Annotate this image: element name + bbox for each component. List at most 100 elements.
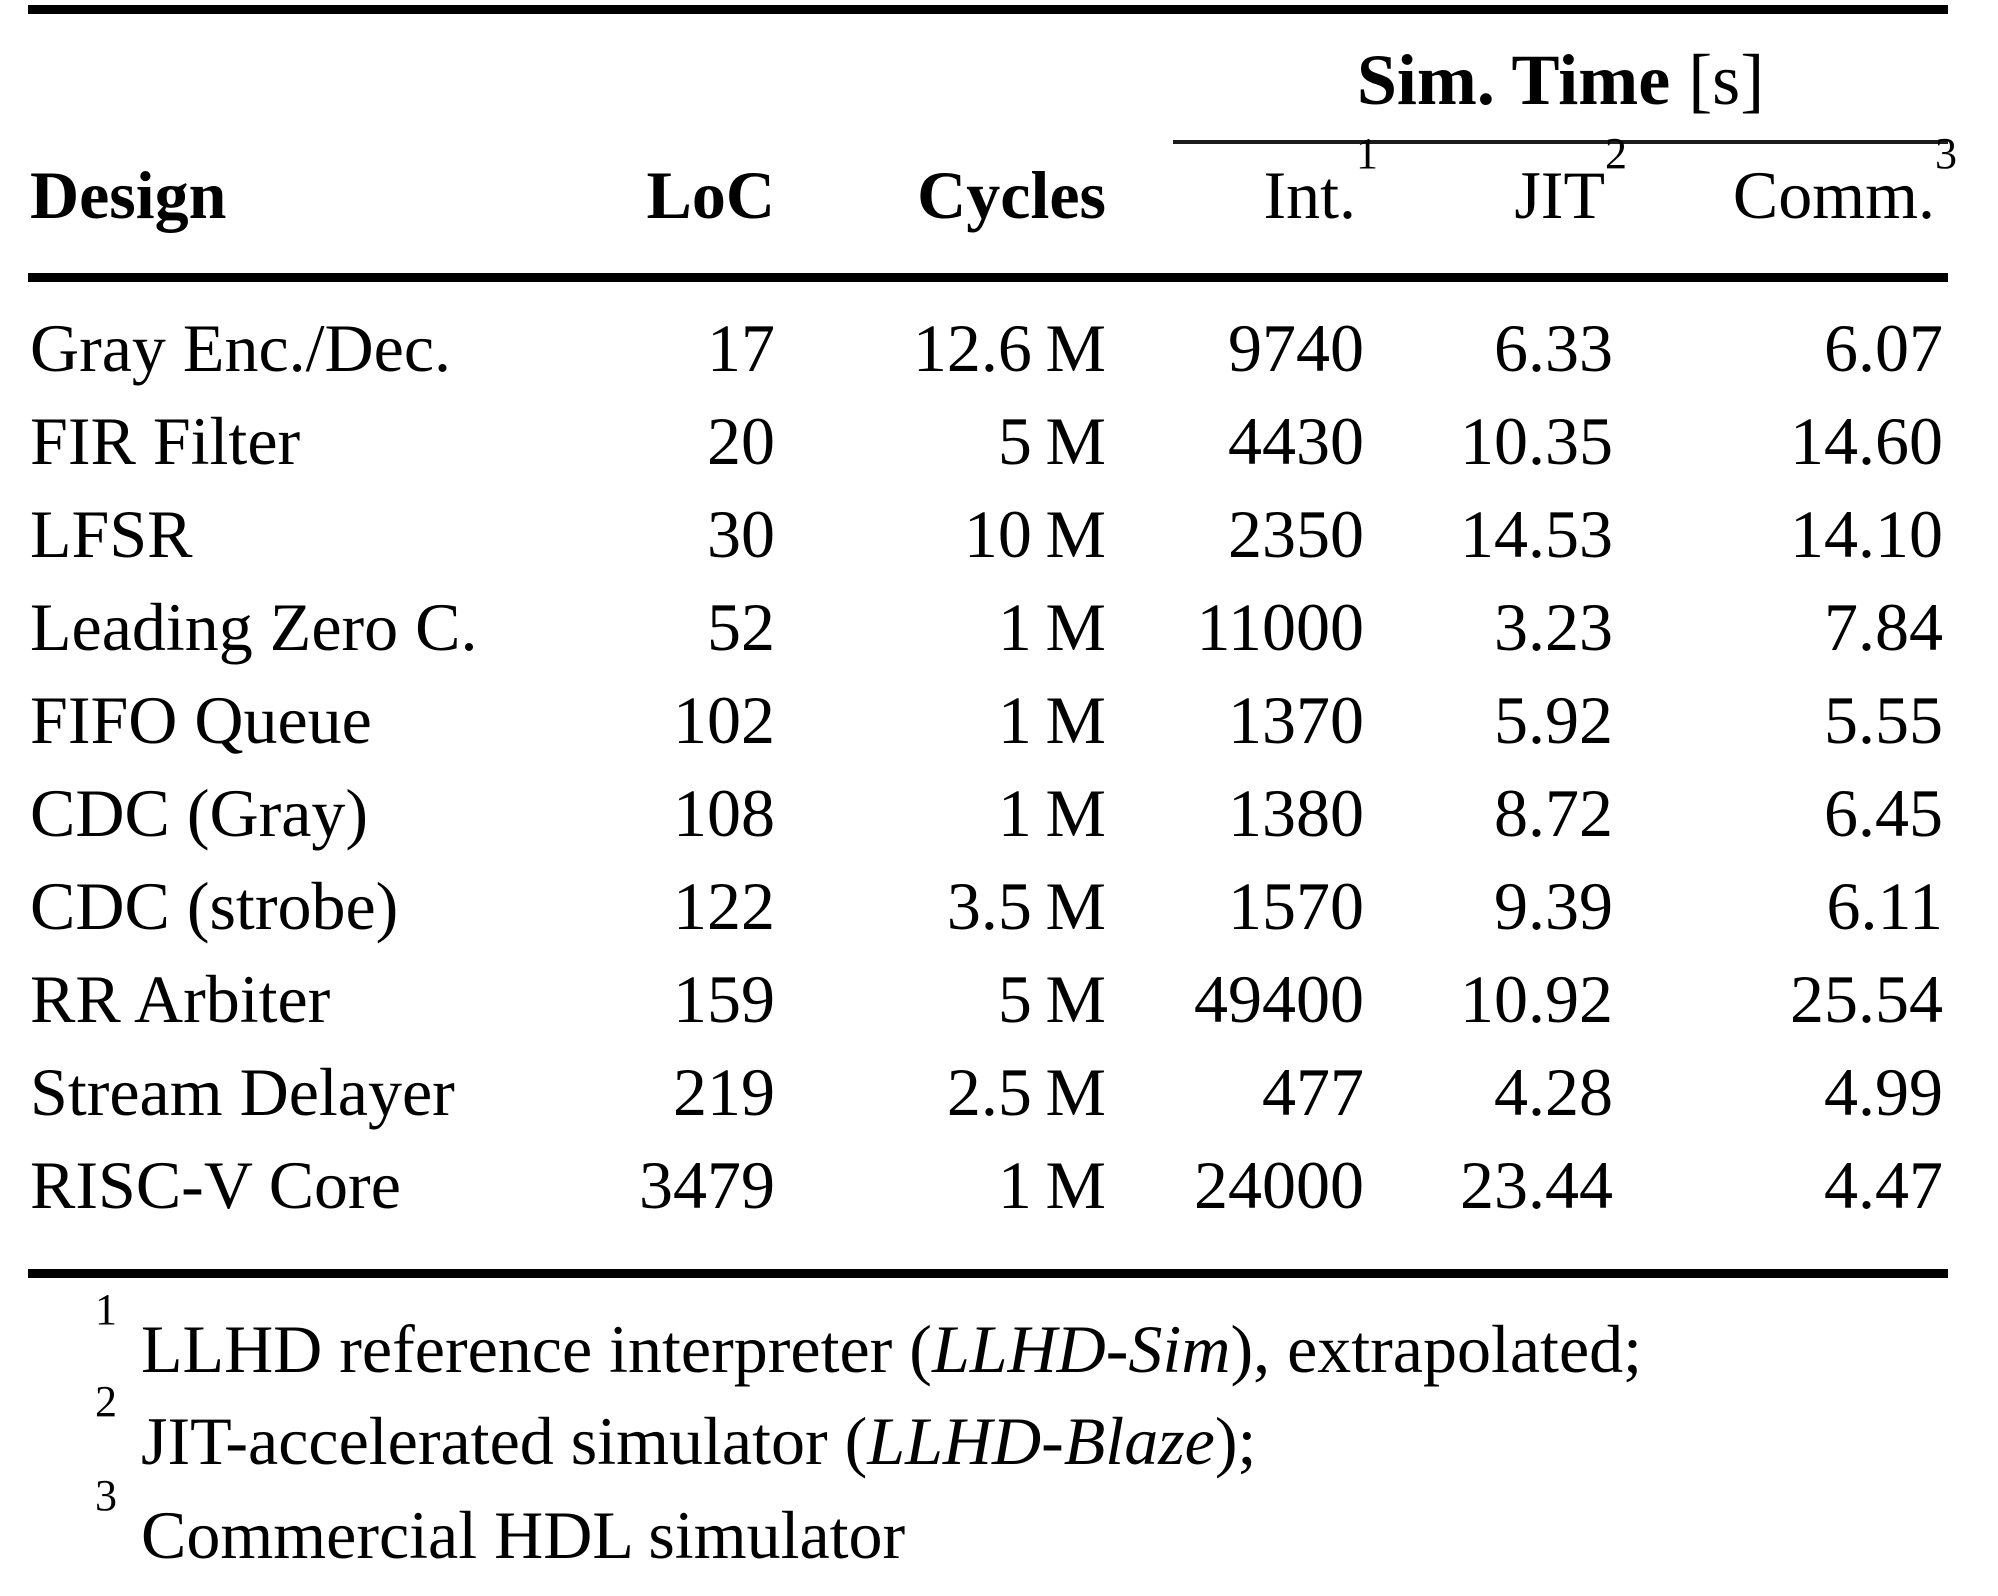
footnote-2-text-suffix: );: [1214, 1403, 1257, 1479]
jit-time-cell: 8.72: [1494, 775, 1613, 851]
commercial-time-cell: 14.10: [1790, 496, 1943, 572]
jit-time-cell: 6.33: [1494, 310, 1613, 386]
column-header-loc: LoC: [646, 157, 775, 233]
table-row: FIFO Queue 102 1 M 1370 5.92 5.55: [28, 674, 1948, 767]
cycles-cell: 5 M: [997, 961, 1106, 1037]
design-cell: RR Arbiter: [30, 961, 331, 1037]
interpreter-time-cell: 477: [1262, 1054, 1364, 1130]
loc-cell: 102: [673, 682, 775, 758]
table-header-rule: [28, 273, 1948, 282]
cycles-cell: 10 M: [963, 496, 1106, 572]
design-cell: LFSR: [30, 496, 193, 572]
interpreter-time-cell: 1570: [1228, 868, 1364, 944]
cycles-cell: 12.6 M: [912, 310, 1106, 386]
commercial-time-cell: 6.11: [1826, 868, 1943, 944]
design-cell: Gray Enc./Dec.: [30, 310, 452, 386]
cycles-cell: 1 M: [997, 589, 1106, 665]
footnote-1: 1 LLHD reference interpreter (LLHD-Sim), …: [95, 1288, 1643, 1388]
loc-cell: 52: [707, 589, 775, 665]
loc-cell: 219: [673, 1054, 775, 1130]
footnote-2: 2 JIT-accelerated simulator (LLHD-Blaze);: [95, 1380, 1257, 1480]
cycles-cell: 5 M: [997, 403, 1106, 479]
interpreter-time-cell: 24000: [1194, 1147, 1364, 1223]
commercial-time-cell: 5.55: [1824, 682, 1943, 758]
design-cell: CDC (Gray): [30, 775, 369, 851]
loc-cell: 122: [673, 868, 775, 944]
footnote-2-marker: 2: [95, 1377, 117, 1427]
footnote-1-text-suffix: ), extrapolated;: [1230, 1311, 1643, 1387]
commercial-time-cell: 6.07: [1824, 310, 1943, 386]
jit-time-cell: 3.23: [1494, 589, 1613, 665]
commercial-time-cell: 25.54: [1790, 961, 1943, 1037]
footnote-ref-2: 2: [1605, 129, 1627, 179]
commercial-time-cell: 4.99: [1824, 1054, 1943, 1130]
commercial-time-cell: 4.47: [1824, 1147, 1943, 1223]
footnote-2-text-prefix: JIT-accelerated simulator (: [141, 1403, 868, 1479]
jit-time-cell: 14.53: [1460, 496, 1613, 572]
sim-time-unit: [s]: [1688, 40, 1765, 120]
jit-time-cell: 5.92: [1494, 682, 1613, 758]
jit-time-cell: 4.28: [1494, 1054, 1613, 1130]
loc-cell: 30: [707, 496, 775, 572]
column-header-commercial: Comm.3: [1643, 132, 1957, 234]
table-row: Gray Enc./Dec. 17 12.6 M 9740 6.33 6.07: [28, 302, 1948, 395]
design-cell: CDC (strobe): [30, 868, 399, 944]
cycles-cell: 1 M: [997, 682, 1106, 758]
table-row: RISC-V Core 3479 1 M 24000 23.44 4.47: [28, 1139, 1948, 1232]
design-cell: FIR Filter: [30, 403, 301, 479]
table-row: Stream Delayer 219 2.5 M 477 4.28 4.99: [28, 1046, 1948, 1139]
table-row: Leading Zero C. 52 1 M 11000 3.23 7.84: [28, 581, 1948, 674]
loc-cell: 3479: [639, 1147, 775, 1223]
table-body: Gray Enc./Dec. 17 12.6 M 9740 6.33 6.07 …: [28, 302, 1948, 1232]
loc-cell: 159: [673, 961, 775, 1037]
jit-header-label: JIT: [1514, 157, 1605, 233]
cycles-cell: 3.5 M: [946, 868, 1106, 944]
cycles-cell: 1 M: [997, 1147, 1106, 1223]
loc-cell: 108: [673, 775, 775, 851]
commercial-time-cell: 6.45: [1824, 775, 1943, 851]
footnote-1-emphasis: LLHD-Sim: [931, 1311, 1231, 1387]
column-header-jit: JIT2: [1413, 132, 1627, 234]
commercial-header-label: Comm.: [1732, 157, 1935, 233]
cycles-cell: 2.5 M: [946, 1054, 1106, 1130]
design-cell: Stream Delayer: [30, 1054, 455, 1130]
interpreter-time-cell: 1370: [1228, 682, 1364, 758]
commercial-time-cell: 14.60: [1790, 403, 1943, 479]
footnote-ref-3: 3: [1935, 129, 1957, 179]
footnote-1-text-prefix: LLHD reference interpreter (: [141, 1311, 932, 1387]
jit-time-cell: 10.92: [1460, 961, 1613, 1037]
footnote-ref-1: 1: [1356, 129, 1378, 179]
sim-time-label: Sim. Time: [1356, 40, 1671, 120]
interpreter-time-cell: 4430: [1228, 403, 1364, 479]
interpreter-header-label: Int.: [1263, 157, 1356, 233]
footnote-3-marker: 3: [95, 1471, 117, 1521]
interpreter-time-cell: 9740: [1228, 310, 1364, 386]
table-row: LFSR 30 10 M 2350 14.53 14.10: [28, 488, 1948, 581]
interpreter-time-cell: 2350: [1228, 496, 1364, 572]
design-cell: Leading Zero C.: [30, 589, 478, 665]
sim-time-underline-rule: [1173, 140, 1948, 144]
footnote-3-text-prefix: Commercial HDL simulator: [141, 1497, 906, 1573]
table-row: FIR Filter 20 5 M 4430 10.35 14.60: [28, 395, 1948, 488]
column-header-design: Design: [30, 157, 227, 233]
table-row: CDC (Gray) 108 1 M 1380 8.72 6.45: [28, 767, 1948, 860]
loc-cell: 20: [707, 403, 775, 479]
benchmark-table-body: Gray Enc./Dec. 17 12.6 M 9740 6.33 6.07 …: [28, 302, 1948, 1232]
commercial-time-cell: 7.84: [1824, 589, 1943, 665]
footnote-3: 3 Commercial HDL simulator: [95, 1474, 906, 1574]
table-row: RR Arbiter 159 5 M 49400 10.92 25.54: [28, 953, 1948, 1046]
design-cell: FIFO Queue: [30, 682, 372, 758]
jit-time-cell: 9.39: [1494, 868, 1613, 944]
column-header-cycles: Cycles: [917, 157, 1106, 233]
design-cell: RISC-V Core: [30, 1147, 401, 1223]
interpreter-time-cell: 49400: [1194, 961, 1364, 1037]
cycles-cell: 1 M: [997, 775, 1106, 851]
table-top-rule: [28, 5, 1948, 14]
jit-time-cell: 10.35: [1460, 403, 1613, 479]
interpreter-time-cell: 1380: [1228, 775, 1364, 851]
footnote-1-marker: 1: [95, 1285, 117, 1335]
loc-cell: 17: [707, 310, 775, 386]
table-row: CDC (strobe) 122 3.5 M 1570 9.39 6.11: [28, 860, 1948, 953]
interpreter-time-cell: 11000: [1196, 589, 1364, 665]
